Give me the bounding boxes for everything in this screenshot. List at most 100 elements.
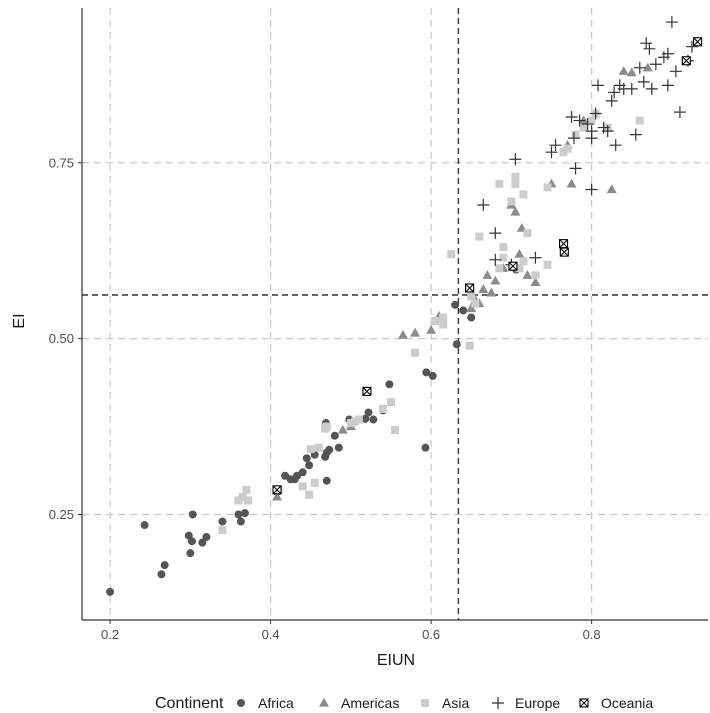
data-point-europe: [585, 183, 598, 196]
legend-key-asia: [421, 699, 429, 707]
data-point-africa: [240, 509, 249, 518]
data-point-asia: [386, 397, 395, 406]
reference-lines: [82, 8, 708, 620]
data-point-asia: [587, 116, 596, 125]
legend-key-oceania: [579, 698, 589, 708]
data-point-europe: [565, 111, 578, 124]
x-tick-label: 0.6: [422, 627, 440, 642]
data-point-europe: [605, 94, 618, 107]
data-point-africa: [467, 313, 476, 322]
data-point-africa: [188, 510, 197, 519]
x-tick-label: 0.8: [583, 627, 601, 642]
y-tick-label: 0.75: [49, 155, 74, 170]
data-point-europe: [549, 139, 562, 152]
data-point-asia: [495, 179, 504, 188]
x-axis-title: EIUN: [377, 652, 415, 669]
data-point-europe: [529, 251, 542, 264]
data-point-africa: [422, 368, 431, 377]
data-point-africa: [421, 443, 430, 452]
data-point-oceania: [693, 37, 703, 47]
data-point-asia: [571, 130, 580, 139]
data-point-africa: [428, 371, 437, 380]
legend-key-americas: [319, 697, 329, 707]
data-point-africa: [334, 443, 343, 452]
y-tick-label: 0.25: [49, 507, 74, 522]
data-point-oceania: [681, 56, 691, 66]
axes: [78, 8, 708, 624]
data-point-europe: [569, 162, 582, 175]
data-point-americas: [426, 324, 437, 334]
legend-label-americas: Americas: [341, 695, 399, 711]
data-point-europe: [585, 125, 598, 138]
data-point-americas: [626, 67, 637, 77]
data-point-asia: [322, 422, 331, 431]
data-point-europe: [608, 86, 621, 99]
legend-label-oceania: Oceania: [601, 695, 653, 711]
data-point-asia: [391, 426, 399, 435]
data-point-asia: [519, 190, 528, 199]
data-point-americas: [522, 270, 533, 279]
data-point-asia: [305, 490, 314, 499]
series-europe: [477, 16, 698, 271]
data-point-americas: [618, 66, 629, 75]
data-point-asia: [346, 419, 355, 428]
data-point-africa: [322, 476, 331, 485]
data-point-africa: [298, 468, 307, 477]
data-point-asia: [238, 492, 247, 501]
data-point-europe: [625, 82, 638, 95]
data-point-americas: [466, 303, 477, 312]
data-point-africa: [325, 445, 334, 454]
data-point-europe: [637, 75, 650, 88]
legend-label-europe: Europe: [515, 695, 560, 711]
data-point-asia: [298, 482, 307, 491]
legend: Continent Africa Americas Asia Europe Oceania: [155, 695, 653, 712]
data-point-americas: [566, 178, 577, 188]
data-point-asia: [635, 116, 644, 125]
data-point-europe: [567, 132, 580, 145]
data-point-asia: [515, 264, 524, 273]
data-point-asia: [411, 348, 420, 357]
data-point-asia: [310, 478, 319, 487]
data-point-europe: [592, 79, 605, 92]
data-point-africa: [451, 300, 460, 309]
data-point-africa: [160, 561, 169, 570]
data-point-asia: [531, 271, 540, 280]
tick-labels: 0.2 0.4 0.6 0.8 0.25 0.50 0.75: [49, 155, 601, 642]
data-point-americas: [514, 249, 525, 258]
series-africa: [106, 265, 521, 596]
data-point-asia: [244, 496, 253, 505]
data-point-asia: [378, 404, 387, 413]
data-point-asia: [306, 445, 315, 454]
data-point-europe: [589, 107, 602, 120]
x-tick-label: 0.2: [101, 627, 119, 642]
data-point-africa: [364, 408, 373, 417]
data-point-africa: [198, 538, 207, 547]
data-point-americas: [478, 284, 489, 293]
data-point-europe: [633, 61, 646, 74]
data-point-africa: [305, 461, 314, 470]
data-point-asia: [511, 172, 520, 181]
data-point-asia: [218, 525, 227, 534]
data-point-asia: [559, 148, 568, 157]
data-point-americas: [510, 206, 521, 216]
data-point-asia: [579, 123, 588, 132]
data-point-africa: [369, 415, 378, 424]
legend-key-europe: [492, 697, 504, 709]
data-point-africa: [459, 306, 468, 315]
data-point-europe: [601, 125, 614, 138]
data-point-americas: [578, 115, 589, 125]
data-point-americas: [642, 62, 653, 72]
x-tick-label: 0.4: [262, 627, 280, 642]
grid-lines: [82, 8, 708, 620]
data-point-europe: [645, 82, 658, 95]
data-point-europe: [661, 79, 674, 92]
data-point-asia: [543, 183, 552, 192]
data-point-oceania: [558, 239, 569, 249]
data-point-asia: [354, 415, 363, 424]
data-point-europe: [489, 227, 502, 240]
data-point-asia: [314, 443, 323, 452]
data-point-asia: [465, 341, 474, 350]
data-point-asia: [234, 496, 243, 505]
data-point-europe: [685, 40, 698, 53]
